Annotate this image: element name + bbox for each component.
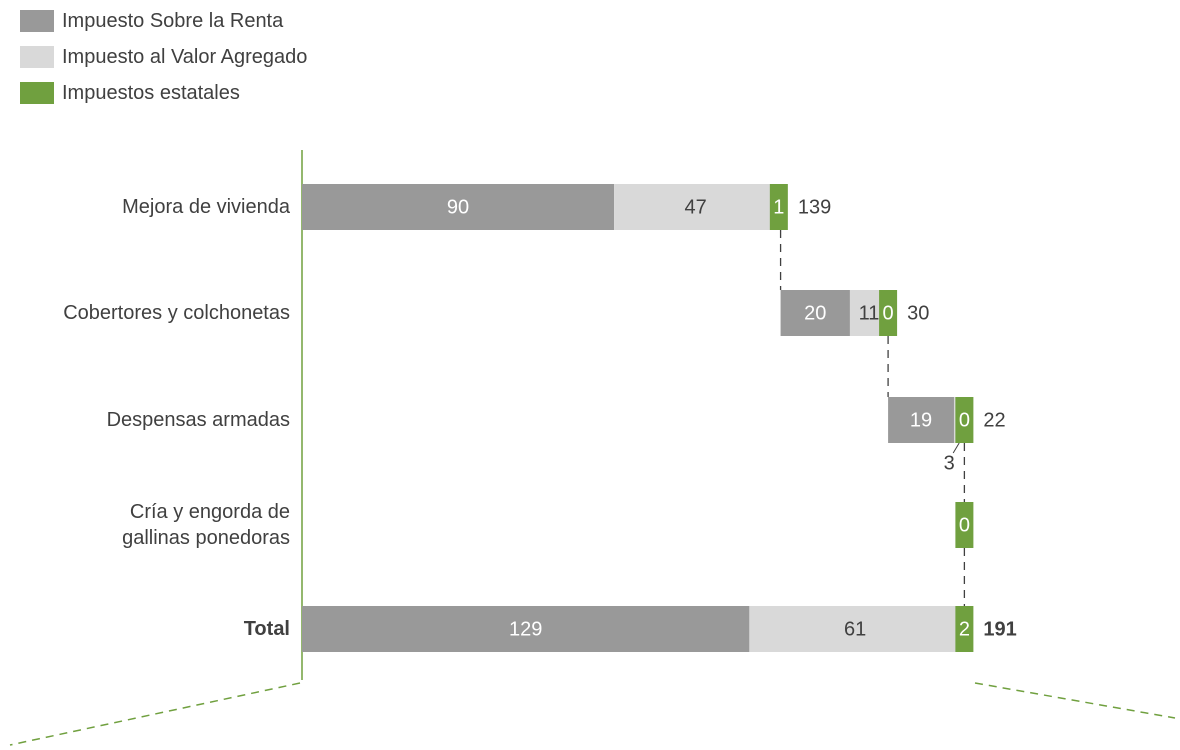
category-label: Total	[243, 618, 290, 640]
bar-segment	[769, 184, 788, 230]
category-label: Mejora de vivienda	[122, 196, 290, 218]
bar-segment	[879, 290, 898, 336]
bar-segment	[302, 606, 750, 652]
legend-item: Impuesto Sobre la Renta	[20, 10, 283, 32]
segment-label: 47	[684, 196, 706, 218]
bar-segment	[888, 397, 954, 443]
zoom-line	[974, 682, 1176, 719]
legend-label: Impuesto al Valor Agregado	[62, 45, 308, 68]
legend-label: Impuesto Sobre la Renta	[62, 9, 284, 32]
total-label: 191	[983, 618, 1016, 640]
segment-label: 90	[447, 196, 469, 218]
bar-segment	[955, 606, 974, 652]
legend-swatch	[20, 46, 54, 68]
bar-segment	[749, 606, 961, 652]
legend-swatch	[20, 82, 54, 104]
total-label: 22	[983, 409, 1005, 431]
segment-label: 129	[509, 618, 542, 640]
total-label: 139	[798, 196, 831, 218]
segment-label: 20	[804, 302, 826, 324]
segment-label: 11	[859, 302, 880, 324]
segment-label: 0	[959, 409, 970, 431]
category-label: Despensas armadas	[106, 409, 290, 431]
category-label: Cría y engorda de gallinas ponedoras	[122, 501, 290, 549]
zoom-line	[9, 682, 301, 746]
category-label: Cobertores y colchonetas	[63, 302, 290, 324]
bar-segment	[955, 502, 974, 548]
leader-line	[952, 442, 960, 454]
total-label: 30	[907, 302, 929, 324]
segment-label: 61	[844, 618, 866, 640]
segment-label: 0	[883, 302, 894, 324]
bar-segment	[955, 397, 974, 443]
legend-item: Impuesto al Valor Agregado	[20, 46, 307, 68]
segment-label: 0	[959, 514, 970, 536]
segment-label: 19	[910, 409, 932, 431]
legend-item: Impuestos estatales	[20, 82, 240, 104]
segment-label: 1	[773, 196, 784, 218]
bar-segment	[302, 184, 615, 230]
bar-segment	[614, 184, 778, 230]
segment-label: 2	[959, 618, 970, 640]
bar-segment	[780, 290, 850, 336]
legend-label: Impuestos estatales	[62, 81, 240, 104]
segment-label: 3	[944, 452, 955, 474]
legend-swatch	[20, 10, 54, 32]
